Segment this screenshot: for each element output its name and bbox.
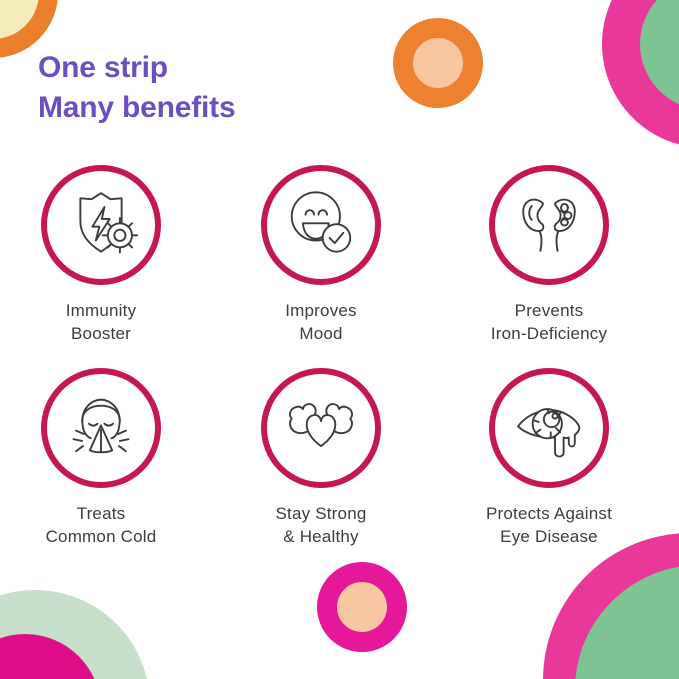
benefit-prevents-iron-deficiency: Prevents Iron-Deficiency bbox=[437, 165, 661, 345]
decorative-circle-top-center bbox=[393, 18, 483, 108]
kidneys-icon bbox=[522, 198, 576, 252]
benefit-improves-mood: Improves Mood bbox=[209, 165, 433, 345]
sneezing-face-icon bbox=[72, 398, 130, 454]
benefit-label: Treats Common Cold bbox=[45, 504, 157, 546]
benefit-circle bbox=[261, 165, 381, 285]
benefit-circle bbox=[41, 368, 161, 488]
benefit-label: Protects Against Eye Disease bbox=[485, 504, 613, 546]
benefit-circle bbox=[489, 368, 609, 488]
strong-heart-icon bbox=[289, 403, 353, 448]
benefit-label: Stay Strong & Healthy bbox=[275, 504, 367, 546]
benefit-circle bbox=[261, 368, 381, 488]
benefit-label: Improves Mood bbox=[285, 301, 357, 343]
page-title-line2: Many benefits bbox=[38, 91, 236, 124]
benefit-treats-common-cold: Treats Common Cold bbox=[0, 368, 213, 548]
shield-virus-icon bbox=[79, 192, 139, 254]
smiley-check-icon bbox=[290, 191, 352, 253]
benefit-label: Immunity Booster bbox=[65, 301, 137, 343]
benefit-circle bbox=[41, 165, 161, 285]
decorative-circle-bottom-center bbox=[317, 562, 407, 652]
benefit-protects-eye-disease: Protects Against Eye Disease bbox=[437, 368, 661, 548]
page-title-line1: One strip bbox=[38, 51, 168, 84]
melting-eye-icon bbox=[517, 408, 581, 458]
benefit-stay-strong-healthy: Stay Strong & Healthy bbox=[209, 368, 433, 548]
benefit-immunity-booster: Immunity Booster bbox=[0, 165, 213, 345]
benefit-circle bbox=[489, 165, 609, 285]
page-title: One strip Many benefits bbox=[38, 48, 236, 128]
benefit-label: Prevents Iron-Deficiency bbox=[490, 301, 608, 343]
